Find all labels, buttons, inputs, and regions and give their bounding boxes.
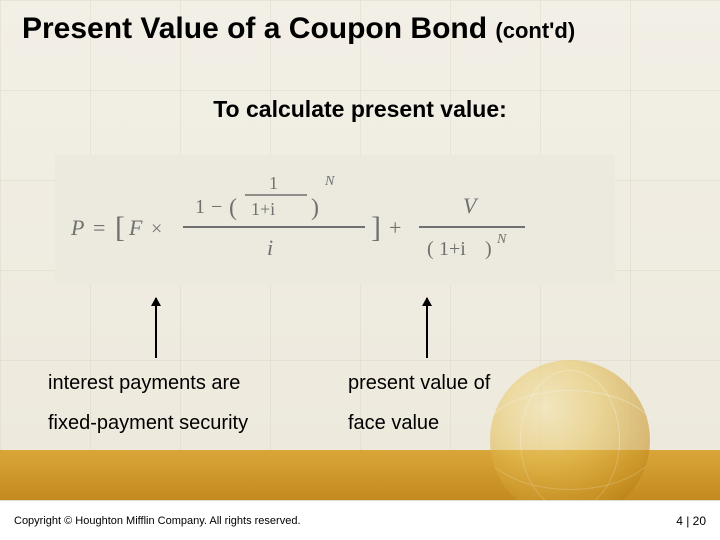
formula-F: F bbox=[128, 215, 143, 240]
svg-text:): ) bbox=[485, 238, 492, 260]
svg-text:N: N bbox=[324, 174, 335, 189]
svg-text:(: ( bbox=[229, 195, 237, 221]
label-right-1: present value of bbox=[348, 372, 490, 395]
svg-text:1: 1 bbox=[195, 196, 205, 218]
slide: Present Value of a Coupon Bond (cont'd) … bbox=[0, 0, 720, 540]
formula-block: P = [ F × 1 − ( 1 1+i ) N i ] + bbox=[55, 155, 615, 285]
svg-text:]: ] bbox=[371, 211, 381, 244]
svg-text:−: − bbox=[211, 196, 222, 218]
svg-text:×: × bbox=[151, 218, 162, 240]
formula-svg: P = [ F × 1 − ( 1 1+i ) N i ] + bbox=[55, 155, 615, 285]
arrow-left bbox=[155, 298, 157, 358]
svg-text:1: 1 bbox=[269, 173, 278, 193]
svg-text:[: [ bbox=[115, 211, 125, 244]
label-left-2: fixed-payment security bbox=[48, 412, 248, 435]
globe-graphic bbox=[490, 360, 650, 520]
title-area: Present Value of a Coupon Bond (cont'd) bbox=[0, 12, 720, 46]
svg-text:): ) bbox=[311, 195, 319, 221]
title-contd: (cont'd) bbox=[495, 18, 575, 43]
svg-text:=: = bbox=[93, 215, 105, 240]
svg-text:+: + bbox=[389, 215, 401, 240]
label-right-2: face value bbox=[348, 412, 439, 435]
subtitle: To calculate present value: bbox=[0, 96, 720, 123]
svg-text:i: i bbox=[267, 235, 273, 260]
formula-V: V bbox=[463, 193, 479, 218]
copyright-text: Copyright © Houghton Mifflin Company. Al… bbox=[14, 515, 301, 527]
slide-title: Present Value of a Coupon Bond (cont'd) bbox=[22, 12, 575, 45]
svg-text:N: N bbox=[496, 232, 507, 247]
page-number: 4 | 20 bbox=[676, 514, 706, 528]
formula-P: P bbox=[70, 215, 84, 240]
svg-text:1+i: 1+i bbox=[439, 238, 466, 260]
svg-text:1+i: 1+i bbox=[251, 199, 275, 219]
arrow-right bbox=[426, 298, 428, 358]
svg-text:(: ( bbox=[427, 238, 434, 260]
label-left-1: interest payments are bbox=[48, 372, 240, 395]
footer: Copyright © Houghton Mifflin Company. Al… bbox=[0, 500, 720, 540]
title-main: Present Value of a Coupon Bond bbox=[22, 12, 487, 45]
